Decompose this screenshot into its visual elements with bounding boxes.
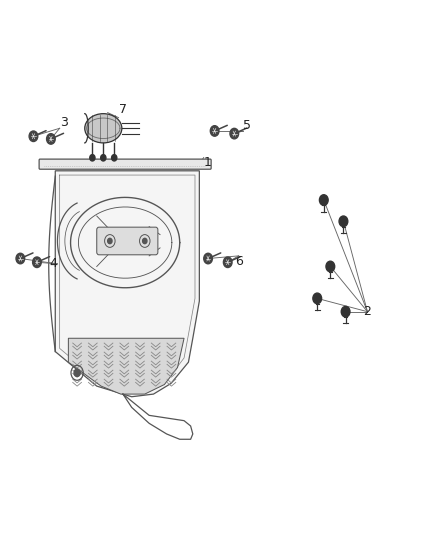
Circle shape (313, 293, 321, 304)
Polygon shape (68, 338, 184, 394)
Circle shape (341, 306, 350, 317)
Text: 4: 4 (49, 257, 57, 270)
Text: 5: 5 (244, 119, 251, 132)
Circle shape (32, 257, 41, 268)
Text: 3: 3 (60, 117, 68, 130)
Circle shape (230, 128, 239, 139)
Text: 7: 7 (119, 103, 127, 116)
FancyBboxPatch shape (97, 227, 158, 255)
Circle shape (46, 134, 55, 144)
Polygon shape (55, 171, 199, 397)
Circle shape (326, 261, 335, 272)
Circle shape (90, 155, 95, 161)
Circle shape (319, 195, 328, 205)
Circle shape (204, 253, 212, 264)
Circle shape (143, 238, 147, 244)
Circle shape (108, 238, 112, 244)
Ellipse shape (85, 114, 122, 143)
Text: 6: 6 (235, 255, 243, 268)
Circle shape (101, 155, 106, 161)
Circle shape (339, 216, 348, 227)
Text: 2: 2 (364, 305, 371, 318)
Circle shape (74, 369, 80, 376)
Text: 1: 1 (204, 156, 212, 169)
Circle shape (29, 131, 38, 142)
Circle shape (210, 126, 219, 136)
Circle shape (16, 253, 25, 264)
FancyBboxPatch shape (39, 159, 211, 169)
Circle shape (112, 155, 117, 161)
Circle shape (223, 257, 232, 268)
